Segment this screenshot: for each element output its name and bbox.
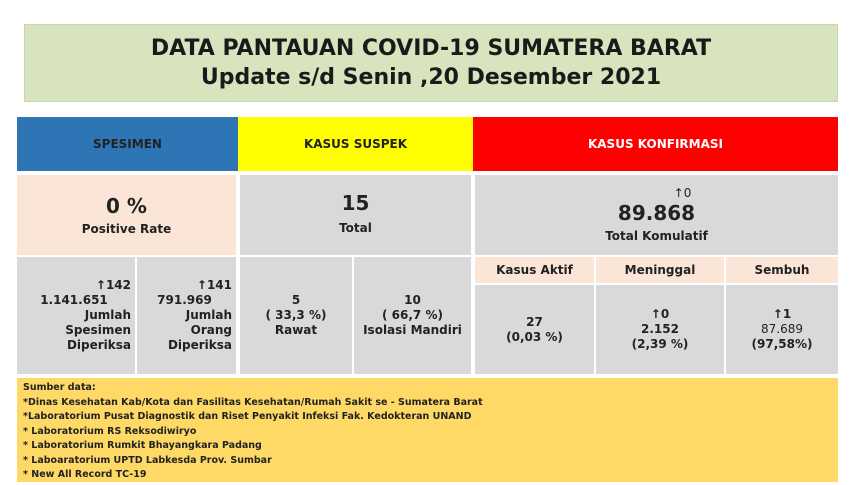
konfirmasi-item: ↑1 87.689 (97,58%) <box>726 285 838 374</box>
heading-text: KASUS KONFIRMASI <box>587 137 724 151</box>
suspek-heading: KASUS SUSPEK <box>238 117 473 171</box>
konfirmasi-item: 27 (0,03 %) <box>475 285 594 374</box>
label: Jumlah Orang Diperiksa <box>167 308 232 352</box>
value: 10 <box>404 293 421 307</box>
total: 15 <box>341 191 370 215</box>
percent: (2,39 %) <box>631 337 689 351</box>
rate: 0 % <box>106 193 147 218</box>
value: 791.969 <box>157 293 212 307</box>
spesimen-item: ↑141 791.969 Jumlah Orang Diperiksa <box>137 257 236 374</box>
konfirmasi-heading: KASUS KONFIRMASI <box>473 117 838 171</box>
label: Kasus Aktif <box>496 262 573 277</box>
konfirmasi-total: ↑0 89.868 Total Komulatif <box>475 175 838 255</box>
value: 87.689 <box>761 322 803 336</box>
suspek-item: 5 ( 33,3 %) Rawat <box>240 257 352 374</box>
rate-label: Positive Rate <box>81 221 172 236</box>
source-item: *Laboratorium Pusat Diagnostik dan Riset… <box>23 411 472 422</box>
positive-rate: 0 % Positive Rate <box>17 175 236 255</box>
source-item: *Dinas Kesehatan Kab/Kota dan Fasilitas … <box>23 396 483 408</box>
konfirmasi-label: Kasus Aktif <box>475 257 594 283</box>
heading-text: SPESIMEN <box>93 137 162 151</box>
value: 2.152 <box>641 322 679 336</box>
value: 1.141.651 <box>40 293 108 307</box>
sources: Sumber data: *Dinas Kesehatan Kab/Kota d… <box>17 378 838 482</box>
change: ↑1 <box>772 307 792 321</box>
source-item: * Laboaratorium UPTD Labkesda Prov. Sumb… <box>23 454 272 466</box>
value: 27 <box>526 314 543 329</box>
subtitle: Update s/d Senin ,20 Desember 2021 <box>200 65 662 90</box>
header: DATA PANTAUAN COVID-19 SUMATERA BARAT Up… <box>24 24 838 102</box>
title: DATA PANTAUAN COVID-19 SUMATERA BARAT <box>150 36 712 61</box>
percent: (0,03 %) <box>506 329 563 344</box>
suspek-item: 10 ( 66,7 %) Isolasi Mandiri <box>354 257 471 374</box>
percent: ( 33,3 %) <box>265 308 327 322</box>
label: Jumlah Spesimen Diperiksa <box>65 308 131 352</box>
source-item: * New All Record TC-19 <box>23 469 147 480</box>
sources-heading: Sumber data: <box>23 382 96 393</box>
label: Isolasi Mandiri <box>363 323 462 337</box>
konfirmasi-label: Sembuh <box>726 257 838 283</box>
konfirmasi-label: Meninggal <box>596 257 724 283</box>
source-item: * Laboratorium Rumkit Bhayangkara Padang <box>23 440 262 451</box>
konfirmasi-item: ↑0 2.152 (2,39 %) <box>596 285 724 374</box>
total-label: Total <box>339 221 372 235</box>
suspek-total: 15 Total <box>240 175 471 255</box>
heading-text: KASUS SUSPEK <box>303 137 408 151</box>
total-label: Total Komulatif <box>605 229 708 243</box>
label: Meninggal <box>624 262 696 277</box>
percent: ( 66,7 %) <box>382 308 443 322</box>
change: ↑0 <box>673 186 692 200</box>
value: 5 <box>291 293 301 307</box>
change: ↑141 <box>196 278 232 292</box>
label: Sembuh <box>754 262 810 277</box>
source-item: * Laboratorium RS Reksodiwiryo <box>23 425 197 437</box>
spesimen-heading: SPESIMEN <box>17 117 238 171</box>
total: 89.868 <box>617 201 696 225</box>
percent: (97,58%) <box>751 337 813 351</box>
change: ↑0 <box>650 307 670 321</box>
spesimen-item: ↑142 1.141.651 Jumlah Spesimen Diperiksa <box>17 257 135 374</box>
change: ↑142 <box>95 278 131 292</box>
label: Rawat <box>274 323 318 337</box>
